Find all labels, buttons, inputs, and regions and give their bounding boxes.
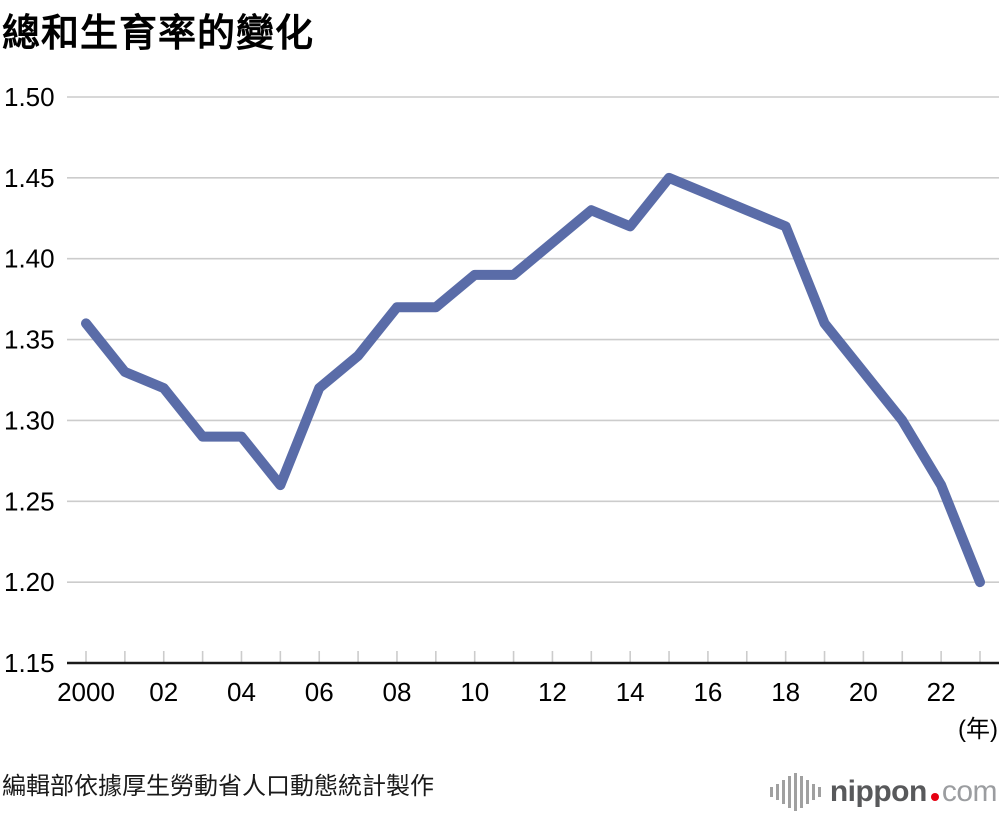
y-axis-label: 1.40 xyxy=(4,244,55,274)
logo-nippon-text: nippon xyxy=(829,775,927,808)
y-axis-label: 1.20 xyxy=(4,567,55,597)
y-axis-label: 1.30 xyxy=(4,405,55,435)
logo-text: nippon com xyxy=(829,769,998,815)
logo-dot xyxy=(930,793,939,801)
x-axis-unit-label: (年) xyxy=(958,716,998,743)
x-axis-label: 12 xyxy=(538,677,567,707)
page-title: 總和生育率的變化 xyxy=(2,13,315,55)
fertility-trend-line xyxy=(81,172,985,588)
x-axis-label: 18 xyxy=(771,677,800,707)
x-axis-label: 02 xyxy=(149,677,178,707)
source-note: 編輯部依據厚生勞動省人口動態統計製作 xyxy=(2,773,434,800)
y-axis-label: 1.35 xyxy=(4,325,55,355)
x-axis-label: 08 xyxy=(382,677,411,707)
y-axis-label: 1.15 xyxy=(4,648,55,678)
logo-com-text: com xyxy=(941,775,998,808)
x-axis-label: 2000 xyxy=(57,677,115,707)
x-axis-label: 14 xyxy=(616,677,645,707)
x-axis-label: 20 xyxy=(849,677,878,707)
x-axis-label: 04 xyxy=(227,677,256,707)
y-axis-label: 1.45 xyxy=(4,163,55,193)
y-axis-label: 1.50 xyxy=(4,82,55,112)
nippon-logo: nippon com xyxy=(769,769,998,815)
x-axis-label: 22 xyxy=(927,677,956,707)
soundwave-icon xyxy=(769,773,821,811)
x-axis-label: 16 xyxy=(693,677,722,707)
x-axis-label: 06 xyxy=(305,677,334,707)
y-axis-label: 1.25 xyxy=(4,486,55,516)
x-axis-label: 10 xyxy=(460,677,489,707)
